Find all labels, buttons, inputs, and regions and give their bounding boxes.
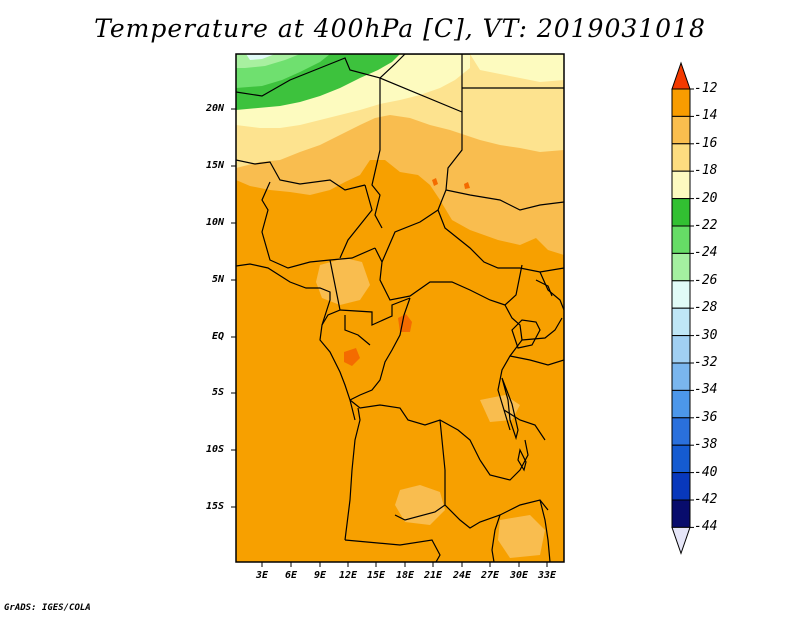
map-title: Temperature at 400hPa [C], VT: 201903101… [94,14,706,43]
lon-label-30e: 30E [510,570,529,581]
colorbar-label: -34 [694,382,718,398]
lon-label-6e: 6E [285,570,298,581]
lon-label-33e: 33E [538,570,557,581]
colorbar-label: -36 [694,409,718,425]
colorbar-label: -32 [694,355,718,370]
grads-credit: GrADS: IGES/COLA [4,603,91,613]
colorbar-label: -38 [694,437,718,453]
lon-label-9e: 9E [314,570,327,581]
lon-label-21e: 21E [424,570,443,581]
colorbar-segment [671,389,691,419]
lat-label-20n: 20N [206,103,225,114]
colorbar-segment [671,143,691,172]
colorbar-low-arrow [671,526,691,555]
colorbar-label: -16 [694,135,718,151]
colorbar-segment [671,362,691,391]
field-22-20-ne [470,54,564,82]
lat-ticks [231,108,236,508]
lon-label-18e: 18E [396,570,415,581]
colorbar-label: -30 [694,327,718,343]
colorbar-label: -28 [694,300,718,316]
map-panel [231,53,565,567]
field-14-12-spot2 [344,348,360,366]
colorbar-segment [671,417,691,446]
lon-label-12e: 12E [339,570,358,581]
lon-label-3e: 3E [256,570,269,581]
lat-label-10s: 10S [206,444,225,455]
lat-label-5s: 5S [212,387,225,398]
colorbar-segment [671,88,691,117]
colorbar-segment [671,225,691,254]
colorbar-label: -12 [694,81,718,96]
lon-ticks [261,562,548,567]
colorbar-label: -44 [694,519,718,535]
lat-label-15n: 15N [206,160,225,171]
colorbar-segment [671,335,691,364]
colorbar-label: -20 [694,190,718,206]
field-28-26-b [246,54,275,60]
colorbar-segment [671,170,691,200]
borders [236,54,564,562]
lat-label-15s: 15S [206,501,225,512]
field-18-16-patch4 [498,515,545,558]
colorbar-label: -14 [694,108,718,124]
colorbar-label: -24 [694,245,718,261]
field-18-16-patch2 [395,485,445,525]
lat-label-5n: 5N [212,274,225,285]
colorbar-segment [671,115,691,145]
colorbar-high-arrow [671,61,691,90]
map-frame [235,53,565,563]
lat-label-eq: EQ [212,331,225,342]
colorbar-segment [671,280,691,309]
colorbar-segment [671,198,691,227]
colorbar-segment [671,472,691,501]
colorbar [671,61,694,555]
colorbar-segment [671,444,691,474]
field-14-12-spot3 [432,178,438,186]
colorbar-label: -18 [694,163,718,179]
lon-label-27e: 27E [481,570,500,581]
field-14-12-spot4 [464,182,470,189]
colorbar-segment [671,307,691,337]
colorbar-label: -22 [694,218,718,233]
colorbar-segment [671,252,691,282]
lon-label-15e: 15E [367,570,386,581]
colorbar-label: -42 [694,492,718,507]
colorbar-label: -26 [694,272,718,288]
colorbar-segment [671,499,691,528]
lon-label-24e: 24E [453,570,472,581]
lat-label-10n: 10N [206,217,225,228]
colorbar-label: -40 [694,464,718,480]
